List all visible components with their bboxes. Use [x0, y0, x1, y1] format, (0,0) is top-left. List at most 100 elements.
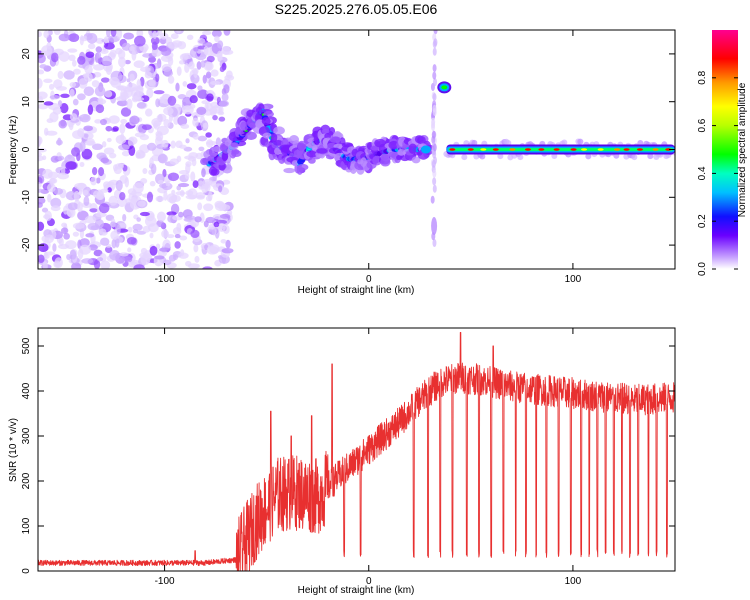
- spectrogram-noise-blob: [201, 183, 209, 194]
- spectrogram-noise-blob: [150, 36, 160, 45]
- spectrogram-band-halo: [551, 153, 558, 160]
- spectrogram-noise-blob: [77, 55, 86, 65]
- spectrogram-noise-blob: [153, 255, 165, 260]
- spectrogram-noise-blob: [106, 137, 112, 143]
- spectrogram-noise-blob: [100, 118, 107, 126]
- spectrogram-noise-blob: [198, 146, 205, 152]
- spectrogram-arc-halo: [200, 157, 210, 166]
- spectrogram-noise-blob: [87, 43, 96, 50]
- spectrogram-noise-blob: [118, 49, 126, 60]
- spectrogram-band-halo: [577, 138, 584, 145]
- spectrogram-arc-halo: [255, 107, 263, 114]
- spectrogram-noise-blob: [38, 188, 45, 193]
- spectrogram-noise-blob: [181, 105, 194, 115]
- spectrogram-noise-blob: [218, 105, 224, 115]
- spectrogram-noise-blob: [186, 215, 196, 220]
- spectrogram-noise-blob: [129, 73, 135, 82]
- spectrogram-noise-blob: [115, 134, 127, 145]
- spectrogram-noise-blob: [176, 185, 182, 191]
- spectrogram-noise-blob: [163, 190, 168, 201]
- spectrogram-noise-blob: [176, 222, 182, 233]
- spectrogram-noise-blob: [155, 73, 160, 83]
- spectrogram-noise-blob: [192, 117, 199, 127]
- spectrogram-noise-blob: [38, 196, 46, 205]
- spectrogram-noise-blob: [83, 140, 96, 146]
- spectrogram-noise-blob: [197, 85, 203, 91]
- spectrogram-noise-blob: [97, 97, 104, 103]
- spectrogram-vertical-streak: [431, 130, 436, 139]
- spectrogram-vertical-streak: [431, 159, 436, 168]
- spectrogram-noise-blob: [202, 266, 213, 269]
- spectrogram-noise-blob: [127, 226, 133, 233]
- spectrogram-noise-blob: [53, 30, 61, 36]
- spectrogram-arc-halo: [291, 160, 299, 167]
- colorbar-tick-label: 0.6: [697, 118, 708, 132]
- spectrogram-noise-blob: [133, 264, 145, 269]
- spectrogram-noise-blob: [119, 192, 126, 201]
- spectrogram-noise-blob: [129, 115, 140, 125]
- spectrogram-noise-blob: [108, 35, 120, 43]
- spectrogram-arc-end: [420, 145, 431, 154]
- spectrogram-arc-halo: [350, 160, 357, 171]
- spectrogram-noise-blob: [52, 243, 57, 252]
- spectrogram-noise-blob: [209, 106, 218, 115]
- spectrogram-noise-blob: [188, 152, 199, 159]
- spectrogram-noise-blob: [188, 61, 195, 70]
- colorbar-gradient: [712, 30, 738, 269]
- spectrogram-noise-blob: [156, 113, 167, 122]
- spectrogram-noise-blob: [100, 157, 110, 164]
- spectrogram-noise-blob: [136, 30, 144, 38]
- spectrogram-noise-blob: [63, 232, 70, 240]
- spectrogram-noise-blob: [77, 248, 84, 260]
- spectrogram-noise-blob: [95, 177, 101, 184]
- spectrogram-noise-blob: [223, 30, 231, 36]
- spectrogram-noise-blob: [215, 137, 221, 147]
- spectrogram-noise-blob: [136, 230, 147, 235]
- spectrogram-arc-halo: [380, 153, 389, 161]
- spectrogram-noise-blob: [136, 102, 147, 109]
- spectrogram-noise-blob: [203, 45, 209, 56]
- spectrogram-arc-halo: [274, 147, 282, 155]
- spectrogram-noise-blob: [186, 34, 194, 41]
- spectrogram-noise-blob: [139, 211, 150, 217]
- spectrogram-noise-blob: [146, 87, 154, 99]
- spectrogram-noise-blob: [197, 89, 209, 100]
- spectrogram-arc-halo: [321, 128, 330, 134]
- spectrogram-noise-blob: [177, 115, 188, 126]
- spectrogram-noise-blob: [41, 50, 52, 56]
- spectrogram-noise-blob: [93, 259, 101, 269]
- spectrogram-noise-blob: [144, 71, 152, 79]
- spectrogram-noise-blob: [214, 35, 220, 43]
- spectrogram-noise-blob: [211, 30, 222, 38]
- spectrogram-noise-blob: [203, 220, 209, 228]
- spectrogram-noise-blob: [184, 62, 190, 73]
- spectrogram-noise-blob: [205, 132, 212, 138]
- spectrogram-noise-blob: [87, 104, 94, 115]
- spectrogram-noise-blob: [49, 177, 58, 184]
- spectrogram-noise-blob: [79, 140, 86, 152]
- spectrogram-noise-blob: [98, 203, 110, 214]
- spectrogram-noise-blob: [57, 243, 70, 250]
- spectrogram-noise-blob: [161, 229, 170, 238]
- spectrogram-noise-blob: [53, 79, 63, 89]
- spectrogram-vertical-streak: [433, 78, 438, 87]
- spectrogram-noise-blob: [185, 190, 194, 196]
- spectrogram-noise-blob: [192, 133, 199, 140]
- spectrogram-noise-blob: [151, 49, 162, 57]
- snr-y-axis-label: SNR (10 * v/v): [8, 418, 19, 482]
- spectrogram-noise-blob: [73, 190, 80, 202]
- spectrogram-noise-blob: [134, 35, 146, 47]
- spectrogram-noise-blob: [69, 249, 77, 260]
- spectrogram-band-peak: [492, 148, 499, 151]
- spectrogram-noise-blob: [219, 66, 225, 73]
- spectrogram-arc-halo: [360, 157, 367, 167]
- spectrogram-noise-blob: [105, 125, 113, 132]
- spectrogram-band-peak: [581, 148, 588, 151]
- spectrogram-noise-blob: [160, 47, 172, 56]
- spectrogram-noise-blob: [191, 158, 197, 167]
- spectrogram-noise-blob: [226, 209, 233, 216]
- spectrogram-noise-blob: [193, 244, 199, 253]
- spectrogram-noise-blob: [149, 180, 156, 187]
- spectrogram-noise-blob: [206, 55, 215, 63]
- spectrogram-noise-blob: [110, 230, 119, 240]
